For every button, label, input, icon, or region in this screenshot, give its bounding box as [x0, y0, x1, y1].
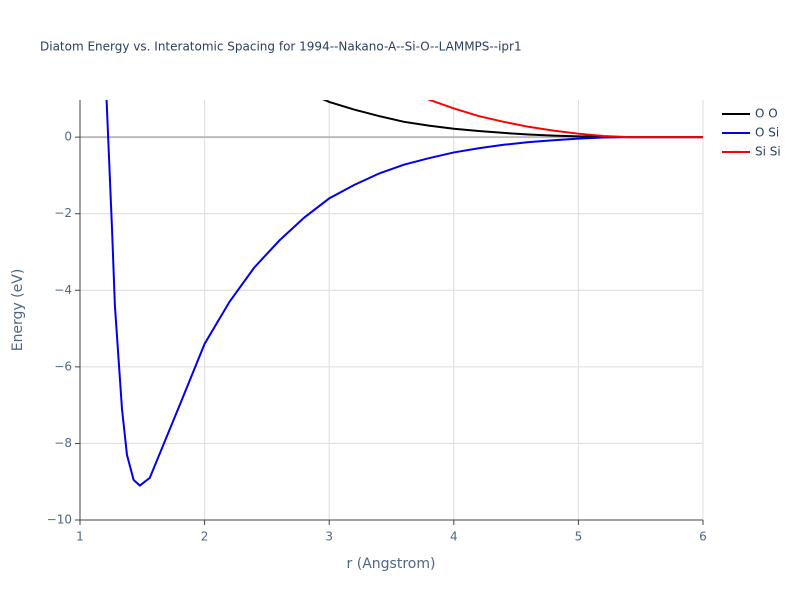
legend-label: O O [755, 107, 778, 121]
series-line [322, 100, 703, 139]
grid: 1 2 3 4 5 6 −10 −8 −6 −4 −2 0 [47, 100, 707, 544]
legend-label: Si Si [755, 145, 781, 159]
series-line [427, 100, 703, 139]
y-tick-label: −8 [54, 436, 72, 450]
y-tick-label: −2 [54, 206, 72, 220]
y-tick-label: −4 [54, 283, 72, 297]
plot-area [105, 100, 703, 487]
x-tick-label: 5 [575, 530, 583, 544]
chart-title: Diatom Energy vs. Interatomic Spacing fo… [40, 40, 522, 54]
legend: O O O Si Si Si [722, 107, 781, 159]
series-line [105, 100, 703, 487]
y-axis-title: Energy (eV) [10, 269, 26, 352]
x-tick-label: 2 [201, 530, 209, 544]
x-tick-label: 6 [699, 530, 707, 544]
x-tick-label: 3 [325, 530, 333, 544]
x-axis-title: r (Angstrom) [347, 556, 436, 572]
y-tick-label: −10 [47, 513, 72, 527]
x-tick-label: 1 [76, 530, 84, 544]
y-tick-label: −6 [54, 359, 72, 373]
y-tick-label: 0 [64, 130, 72, 144]
x-tick-label: 4 [450, 530, 458, 544]
legend-label: O Si [755, 126, 779, 140]
